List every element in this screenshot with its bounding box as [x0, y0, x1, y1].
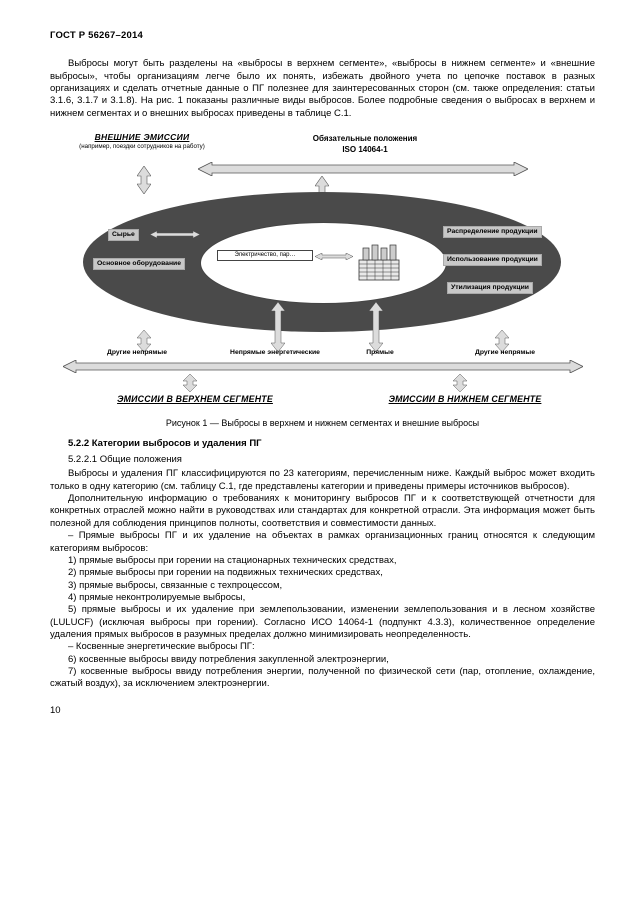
- label-iso-heading: Обязательные положения: [255, 135, 475, 144]
- axis-other-indirect-left: Другие непрямые: [87, 349, 187, 356]
- page-number: 10: [50, 705, 595, 717]
- label-distribution: Распределение продукции: [443, 226, 542, 237]
- item-6: 6) косвенные выбросы ввиду потребления з…: [50, 654, 595, 666]
- arrow-center: [315, 253, 353, 260]
- arrow-down-right-bottom: [453, 374, 467, 392]
- arrow-raw: [150, 231, 200, 238]
- arrow-bottom-axis: [63, 360, 583, 373]
- section-5221-head: 5.2.2.1 Общие положения: [50, 454, 595, 466]
- axis-indirect-energy: Непрямые энергетические: [215, 349, 335, 356]
- item-2: 2) прямые выбросы при горении на подвижн…: [50, 567, 595, 579]
- label-main-equip: Основное оборудование: [93, 258, 185, 269]
- item-5: 5) прямые выбросы и их удаление при земл…: [50, 604, 595, 641]
- label-electricity: Электричество, пар…: [217, 250, 313, 261]
- arrow-oval-down-3: [369, 302, 383, 352]
- label-iso-id: ISO 14064-1: [255, 146, 475, 155]
- label-external-sub: (например, поездки сотрудников на работу…: [77, 144, 207, 151]
- label-utilization: Утилизация продукции: [447, 282, 533, 293]
- bullet-direct: – Прямые выбросы ПГ и их удаление на объ…: [50, 530, 595, 555]
- label-product-use: Использование продукции: [443, 254, 542, 265]
- paragraph-intro: Выбросы могут быть разделены на «выбросы…: [50, 58, 595, 120]
- item-4: 4) прямые неконтролируемые выбросы,: [50, 592, 595, 604]
- bullet-indirect: – Косвенные энергетические выбросы ПГ:: [50, 641, 595, 653]
- label-downstream: ЭМИССИИ В НИЖНЕМ СЕГМЕНТЕ: [345, 394, 585, 405]
- arrow-top-horizontal: [198, 162, 528, 176]
- label-raw-materials: Сырье: [108, 229, 139, 240]
- arrow-oval-down-2: [271, 302, 285, 352]
- label-upstream: ЭМИССИИ В ВЕРХНЕМ СЕГМЕНТЕ: [75, 394, 315, 405]
- section-522-head: 5.2.2 Категории выбросов и удаления ПГ: [50, 438, 595, 450]
- item-7: 7) косвенные выбросы ввиду потребления э…: [50, 666, 595, 691]
- paragraph-additional: Дополнительную информацию о требованиях …: [50, 493, 595, 530]
- paragraph-classify: Выбросы и удаления ПГ классифицируются п…: [50, 468, 595, 493]
- label-external-emissions: ВНЕШНИЕ ЭМИССИИ: [77, 132, 207, 143]
- axis-direct: Прямые: [355, 349, 405, 356]
- factory-icon: [357, 240, 401, 282]
- arrow-down-left-bottom: [183, 374, 197, 392]
- arrow-top-left-down: [137, 166, 151, 194]
- figure-1: ВНЕШНИЕ ЭМИССИИ (например, поездки сотру…: [50, 132, 595, 430]
- figure-caption: Рисунок 1 — Выбросы в верхнем и нижнем с…: [50, 418, 595, 430]
- axis-other-indirect-right: Другие непрямые: [455, 349, 555, 356]
- item-3: 3) прямые выбросы, связанные с техпроцес…: [50, 580, 595, 592]
- inner-oval: [200, 222, 447, 304]
- standard-id: ГОСТ Р 56267–2014: [50, 30, 595, 42]
- item-1: 1) прямые выбросы при горении на стацион…: [50, 555, 595, 567]
